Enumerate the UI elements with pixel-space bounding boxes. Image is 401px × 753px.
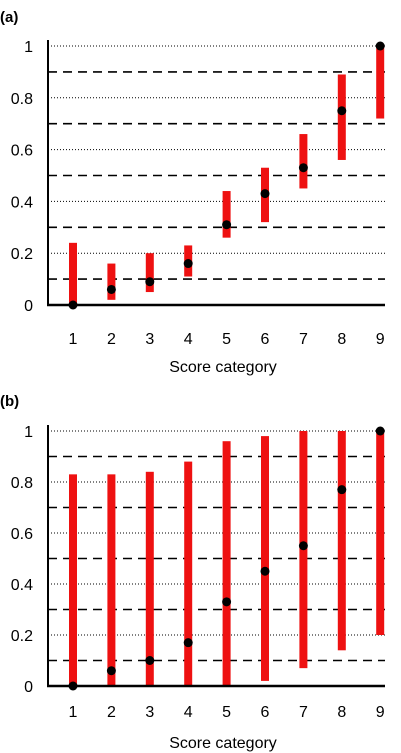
panel-b-y-tick-labels: 0 0.2 0.4 0.6 0.8 1 [11,424,33,696]
panel-b-y-tick-1: 1 [24,424,33,441]
panel-a: (a) 0 0.2 0.4 0.6 0.8 1 1 2 3 4 5 6 7 8 9 Score categ… [0,9,385,376]
panel-a-x-tick-6: 6 [261,331,270,348]
panel-a-x-axis-title: Score category [169,359,277,376]
panel-a-axes [47,40,385,307]
panel-b-x-tick-5: 5 [222,704,231,721]
panel-a-y-tick-0.6: 0.6 [11,143,33,160]
panel-b-interval-8 [337,431,346,651]
panel-b-y-tick-0.8: 0.8 [11,475,33,492]
panel-b-y-tick-0: 0 [24,679,33,696]
panel-a-interval-8 [337,74,346,160]
panel-b-point-8 [337,485,347,495]
panel-a-x-tick-8: 8 [337,331,346,348]
panel-b-point-9 [375,426,385,436]
panel-a-gridlines [48,45,385,280]
panel-b-x-tick-4: 4 [184,704,193,721]
panel-b-y-tick-0.2: 0.2 [11,628,33,645]
panel-a-point-7 [298,163,308,173]
panel-a-point-8 [337,106,347,116]
panel-a-interval-3 [145,253,154,293]
panel-b-y-tick-0.6: 0.6 [11,526,33,543]
panel-b-point-2 [106,666,116,676]
panel-b-interval-4 [184,461,193,686]
panel-a-x-tick-5: 5 [222,331,231,348]
panel-b-x-axis-title: Score category [169,735,277,752]
panel-a-y-tick-0.2: 0.2 [11,246,33,263]
panel-a-x-tick-3: 3 [145,331,154,348]
panel-a-interval-5 [222,191,231,238]
panel-b-x-tick-6: 6 [261,704,270,721]
panel-a-y-tick-0.4: 0.4 [11,194,33,211]
panel-b-interval-1 [69,474,77,686]
panel-b-x-tick-2: 2 [107,704,116,721]
panel-a-point-4 [183,259,193,269]
panel-b: (b) 0 0.2 0.4 0.6 0.8 1 1 2 3 4 5 6 7 8 9 Score categ… [0,393,385,752]
panel-b-point-3 [145,656,155,665]
panel-a-point-3 [145,277,155,287]
panel-a-interval-7 [299,134,308,189]
panel-a-points [68,41,385,310]
panel-b-interval-3 [145,471,154,686]
panel-b-x-tick-8: 8 [337,704,346,721]
panel-a-x-tick-2: 2 [107,331,116,348]
panel-b-point-7 [298,541,308,551]
panel-a-x-tick-4: 4 [184,331,193,348]
panel-a-x-tick-labels: 1 2 3 4 5 6 7 8 9 [69,331,385,348]
panel-b-x-tick-9: 9 [376,704,385,721]
panel-a-y-tick-labels: 0 0.2 0.4 0.6 0.8 1 [11,39,33,315]
panel-a-interval-1 [69,242,77,305]
panel-a-interval-9 [376,46,385,119]
panel-b-x-tick-3: 3 [145,704,154,721]
panel-b-point-5 [222,597,232,607]
panel-b-x-tick-1: 1 [69,704,78,721]
panel-a-interval-2 [107,263,116,300]
panel-a-x-tick-7: 7 [299,331,308,348]
panel-a-x-tick-1: 1 [69,331,78,348]
panel-b-interval-6 [261,436,269,681]
panel-b-point-4 [183,638,193,648]
panel-b-axes [47,425,385,688]
panel-a-point-2 [106,284,116,294]
panel-b-interval-2 [107,474,116,686]
panel-b-x-tick-7: 7 [299,704,308,721]
panel-a-point-5 [222,220,232,230]
panel-b-points [68,426,385,691]
panel-b-point-1 [68,681,78,691]
panel-b-gridlines [48,430,385,662]
panel-a-label: (a) [0,9,18,26]
panel-a-point-1 [68,300,78,310]
panel-b-y-tick-0.4: 0.4 [11,577,33,594]
panel-a-y-tick-1: 1 [24,39,33,56]
panel-b-point-6 [260,566,270,576]
panel-b-label: (b) [0,393,19,410]
panel-a-y-tick-0: 0 [24,298,33,315]
panel-a-y-tick-0.8: 0.8 [11,91,33,108]
panel-a-point-6 [260,189,270,199]
panel-a-x-tick-9: 9 [376,331,385,348]
panel-b-x-tick-labels: 1 2 3 4 5 6 7 8 9 [69,704,385,721]
panel-a-point-9 [375,41,385,51]
panel-b-interval-5 [222,441,231,686]
panel-b-interval-9 [376,431,385,635]
